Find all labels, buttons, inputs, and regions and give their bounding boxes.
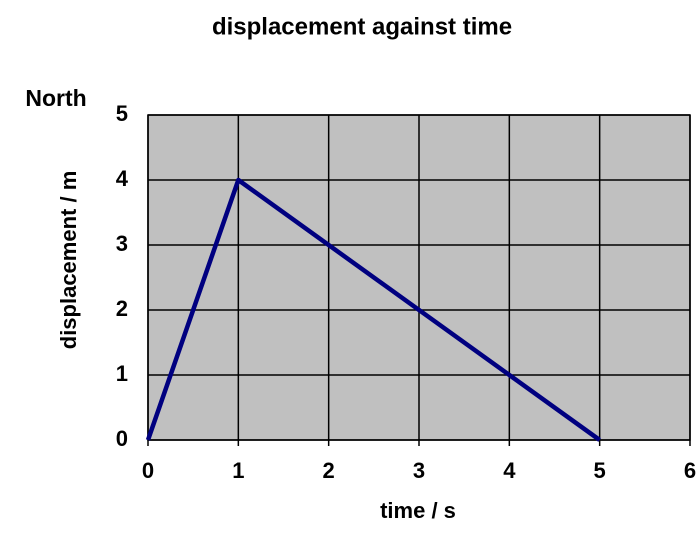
x-tick-label: 0	[142, 458, 154, 483]
line	[145, 177, 601, 442]
x-tick-label: 6	[684, 458, 696, 483]
x-tick-label: 4	[503, 458, 516, 483]
y-tick-label: 2	[116, 296, 128, 321]
chart-title: displacement against time	[212, 13, 512, 40]
x-axis-label: time / s	[380, 498, 456, 523]
y-tick-label: 1	[116, 361, 128, 386]
x-tick-label: 1	[232, 458, 244, 483]
y-tick-label: 5	[116, 101, 128, 126]
x-tick-label: 3	[413, 458, 425, 483]
y-tick-label: 4	[116, 166, 129, 191]
y-axis-label: displacement / m	[56, 171, 81, 350]
annotation: North	[25, 85, 86, 111]
x-tick-label: 5	[594, 458, 606, 483]
x-tick-label: 2	[323, 458, 335, 483]
y-tick-label: 3	[116, 231, 128, 256]
y-tick-label: 0	[116, 426, 128, 451]
